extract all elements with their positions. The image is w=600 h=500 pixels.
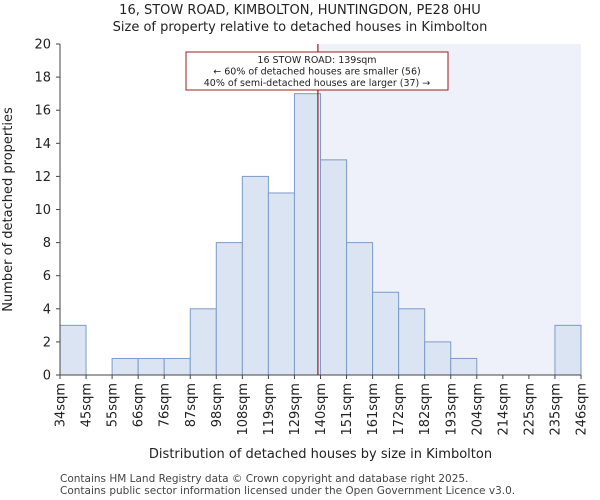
y-tick-label: 0 [43,369,51,384]
bar-172sqm [398,308,426,376]
bar-66sqm [137,357,165,376]
bar-87sqm [189,308,217,376]
bar-34sqm [59,324,87,376]
chart-subtitle: Size of property relative to detached ho… [112,20,488,35]
bar-55sqm [111,357,139,376]
bar-161sqm [372,291,400,376]
bar-235sqm [554,324,582,376]
x-tick-label: 55sqm [106,383,121,427]
x-tick-label: 119sqm [262,383,277,436]
x-tick-label: 214sqm [496,383,511,436]
bar-76sqm [163,357,191,376]
y-tick-label: 20 [34,38,51,53]
annotation-line-1: 16 STOW ROAD: 139sqm [257,55,376,66]
chart-title: 16, STOW ROAD, KIMBOLTON, HUNTINGDON, PE… [119,3,481,18]
x-tick-label: 193sqm [444,383,459,436]
bar-98sqm [215,242,243,376]
x-tick-label: 129sqm [288,383,303,436]
x-tick-label: 204sqm [470,383,485,436]
x-tick-label: 98sqm [210,383,225,427]
bar-129sqm [293,93,322,376]
footer-copyright: Contains HM Land Registry data © Crown c… [60,473,469,485]
x-tick-label: 87sqm [184,383,199,427]
y-tick-label: 16 [34,104,51,119]
footer-licence: Contains public sector information licen… [60,485,516,497]
y-tick-label: 18 [34,71,51,86]
annotation-line-3: 40% of semi-detached houses are larger (… [204,78,431,89]
y-tick-label: 12 [34,170,51,185]
x-tick-label: 66sqm [132,383,147,427]
y-tick-label: 14 [34,137,51,152]
annotation-line-2: ← 60% of detached houses are smaller (56… [213,67,420,78]
x-tick-label: 34sqm [54,383,69,427]
x-tick-label: 182sqm [418,383,433,436]
x-tick-label: 151sqm [340,383,355,436]
bar-151sqm [346,242,374,376]
y-tick-label: 2 [43,335,51,350]
y-tick-label: 8 [43,236,51,251]
x-tick-label: 161sqm [366,383,381,436]
x-tick-label: 45sqm [80,383,95,427]
x-tick-label: 108sqm [236,383,251,436]
annotation-box [185,51,449,91]
x-tick-label: 246sqm [575,383,590,436]
y-tick-label: 10 [34,203,51,218]
x-tick-label: 172sqm [392,383,407,436]
x-tick-label: 225sqm [522,383,537,436]
x-tick-label: 76sqm [158,383,173,427]
x-tick-label: 140sqm [314,383,329,436]
y-tick-label: 4 [43,302,51,317]
y-axis-label: Number of detached properties [1,107,16,312]
bar-140sqm [320,159,348,376]
x-axis-label: Distribution of detached houses by size … [149,447,492,462]
y-tick-label: 6 [43,269,51,284]
bar-182sqm [424,341,452,376]
x-tick-label: 235sqm [548,383,563,436]
bar-108sqm [241,175,269,376]
bar-119sqm [267,192,295,376]
bar-193sqm [450,357,478,376]
